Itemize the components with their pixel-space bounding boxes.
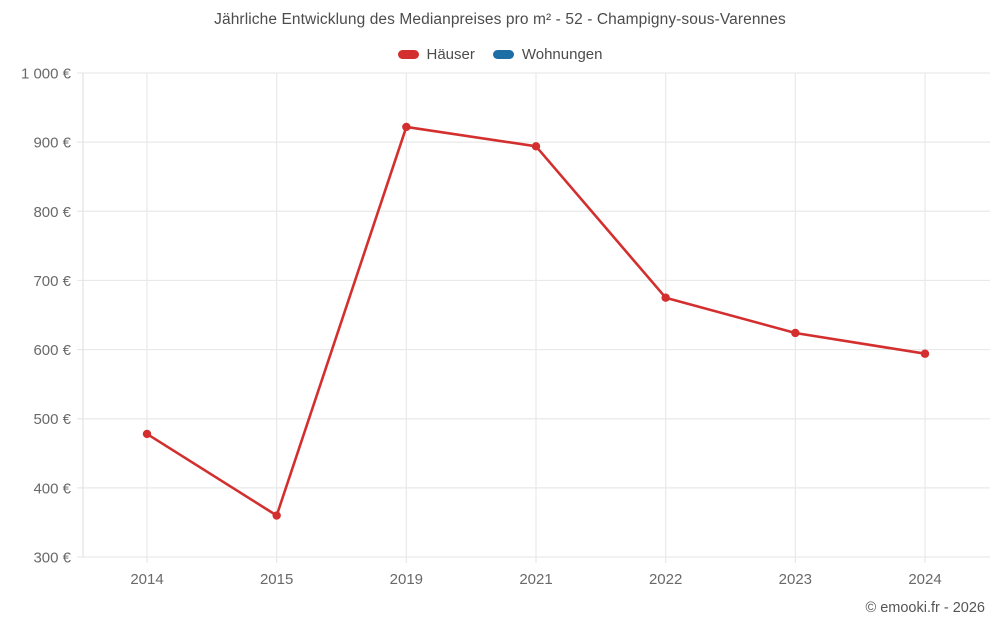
x-axis-tick-label: 2022 xyxy=(649,571,682,588)
chart-title: Jährliche Entwicklung des Medianpreises … xyxy=(214,11,786,28)
x-axis-tick-label: 2023 xyxy=(779,571,812,588)
data-point[interactable] xyxy=(791,328,800,338)
y-axis-tick-label: 500 € xyxy=(33,411,71,428)
legend-item-haeuser[interactable]: Häuser xyxy=(397,46,475,63)
data-point[interactable] xyxy=(661,293,670,302)
y-axis-tick-label: 600 € xyxy=(33,342,71,359)
x-axis-tick-label: 2014 xyxy=(130,571,163,588)
y-axis-tick-label: 800 € xyxy=(33,204,71,221)
x-axis-tick-label: 2024 xyxy=(908,571,941,588)
y-axis-tick-label: 400 € xyxy=(33,480,71,497)
copyright-footer: © emooki.fr - 2026 xyxy=(865,600,985,616)
legend-item-wohnungen[interactable]: Wohnungen xyxy=(492,46,603,63)
y-axis-tick-label: 300 € xyxy=(33,550,71,567)
chart-legend: Häuser Wohnungen xyxy=(0,46,1000,63)
y-axis-tick-label: 900 € xyxy=(33,135,71,152)
legend-label-wohnungen: Wohnungen xyxy=(521,46,603,63)
data-point[interactable] xyxy=(920,349,930,358)
y-axis-tick-label: 1 000 € xyxy=(21,66,72,83)
wohnungen-series-swatch-icon xyxy=(492,50,514,59)
data-point[interactable] xyxy=(272,511,281,520)
x-axis-tick-label: 2015 xyxy=(260,571,293,588)
y-axis-tick-label: 700 € xyxy=(33,273,71,290)
x-axis-tick-label: 2019 xyxy=(390,571,423,588)
haeuser-series-swatch-icon xyxy=(397,50,419,59)
legend-label-haeuser: Häuser xyxy=(426,46,475,63)
data-point[interactable] xyxy=(142,429,152,439)
x-axis-tick-label: 2021 xyxy=(519,571,552,588)
data-point[interactable] xyxy=(402,122,411,132)
data-point[interactable] xyxy=(531,142,541,151)
